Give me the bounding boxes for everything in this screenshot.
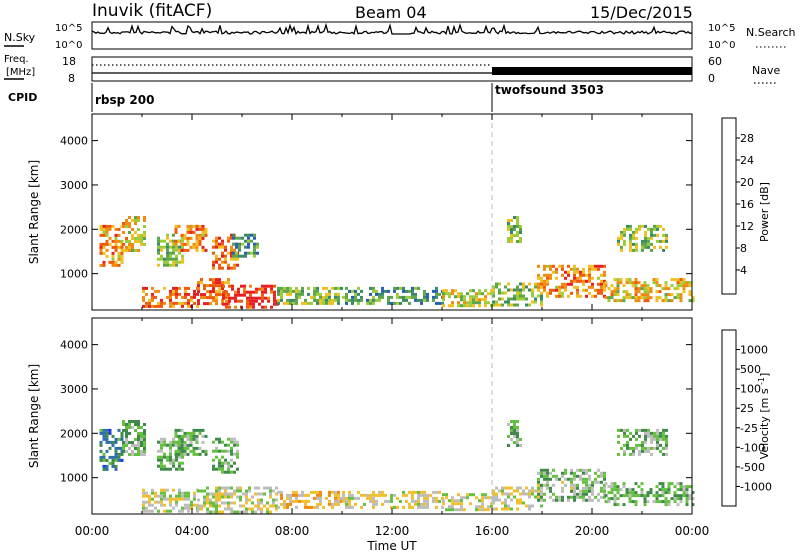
- power-region-13: [537, 264, 606, 298]
- nsky-tick-top-left: 10^5: [55, 23, 82, 34]
- xtick-label: 00:00: [75, 524, 110, 538]
- colorbar-tick-label: 28: [740, 132, 754, 145]
- colorbar-tick-label: 16: [740, 198, 754, 211]
- colorbar-tick-label: 1000: [740, 344, 768, 357]
- nsky-trace: [91, 22, 693, 36]
- velocity-region-11: [537, 468, 606, 502]
- power-region-8: [222, 284, 279, 309]
- freq-tick-top: 18: [62, 55, 76, 68]
- ytick-label: 2000: [60, 427, 88, 440]
- power-region-1: [122, 216, 146, 252]
- power-region-7: [197, 278, 230, 306]
- freq-label: Freq.: [4, 54, 29, 65]
- ytick-label: 3000: [60, 383, 88, 396]
- cpid-segment-1: rbsp 200: [95, 93, 154, 107]
- colorbar-tick-label: -500: [740, 461, 765, 474]
- station-title: Inuvik (fitACF): [92, 1, 212, 21]
- velocity-region-1: [122, 420, 146, 456]
- power-heatmap: [99, 216, 695, 309]
- velocity-colorbar-label: Velocity [m s -1]: [757, 373, 772, 460]
- power-region-12: [492, 282, 543, 307]
- power-ylabel: Slant Range [km]: [27, 160, 41, 264]
- nave-tick-top: 60: [708, 55, 722, 68]
- colorbar-tick-label: -100: [740, 441, 765, 454]
- xtick-label: 00:00: [675, 524, 710, 538]
- colorbar-tick-label: -1000: [740, 480, 772, 493]
- power-region-6: [142, 286, 199, 308]
- nsky-tick-bottom-right: 10^0: [708, 40, 735, 51]
- velocity-region-6: [197, 486, 278, 514]
- nave-trace-2: [492, 67, 692, 75]
- xtick-label: 08:00: [275, 524, 310, 538]
- power-colorbar-label: Power [dB]: [758, 182, 771, 242]
- velocity-region-9: [442, 493, 493, 512]
- ytick-label: 1000: [60, 472, 88, 485]
- power-region-16: [507, 216, 522, 243]
- colorbar-tick-label: 4: [740, 264, 747, 277]
- date-title: 15/Dec/2015: [590, 3, 693, 22]
- ytick-label: 4000: [60, 339, 88, 352]
- colorbar-tick-label: 8: [740, 242, 747, 255]
- power-region-2: [157, 233, 184, 267]
- velocity-region-14: [507, 420, 522, 447]
- nsky-tick-top-right: 10^5: [708, 23, 735, 34]
- xtick-label: 16:00: [475, 524, 510, 538]
- nsearch-label: N.Search: [746, 26, 796, 39]
- cpid-label: CPID: [8, 91, 37, 104]
- nave-label: Nave: [752, 64, 780, 77]
- velocity-region-4: [212, 437, 239, 474]
- beam-title: Beam 04: [355, 3, 427, 22]
- colorbar-tick-label: 12: [740, 220, 754, 233]
- velocity-panel: 1000 2000 3000 4000: [60, 317, 695, 515]
- nave-tick-bottom: 0: [708, 72, 715, 85]
- power-region-3: [174, 224, 208, 252]
- xtick-label: 12:00: [375, 524, 410, 538]
- colorbar-tick-label: 500: [740, 363, 761, 376]
- power-region-15: [617, 224, 668, 252]
- freq-unit-label: [MHz]: [6, 67, 35, 78]
- ytick-label: 2000: [60, 223, 88, 236]
- velocity-region-0: [99, 428, 124, 471]
- velocity-region-5: [142, 488, 199, 513]
- power-region-0: [99, 224, 124, 267]
- power-region-9: [277, 286, 343, 305]
- power-panel: 1000 2000 3000 4000: [60, 113, 695, 311]
- velocity-colorbar: 1000 500 100 25 -25 -100 -500 -1000: [721, 329, 772, 507]
- velocity-region-10: [492, 486, 543, 511]
- ytick-label: 1000: [60, 268, 88, 281]
- power-colorbar: 4 8 12 16 20 24 28: [721, 117, 754, 295]
- velocity-region-8: [342, 490, 444, 509]
- velocity-region-7: [277, 490, 343, 509]
- nsky-tick-bottom-left: 10^0: [55, 40, 82, 51]
- colorbar-tick-label: 25: [740, 402, 754, 415]
- cpid-segment-2: twofsound 3503: [495, 83, 604, 97]
- nsky-label: N.Sky: [4, 31, 36, 44]
- nsky-panel: [91, 21, 693, 50]
- colorbar-tick-label: -25: [740, 422, 758, 435]
- velocity-panel-frame: [91, 317, 693, 515]
- xtick-label: 04:00: [175, 524, 210, 538]
- power-region-5: [232, 233, 259, 258]
- velocity-region-3: [174, 428, 208, 456]
- xtick-label: 20:00: [575, 524, 610, 538]
- velocity-ylabel: Slant Range [km]: [27, 364, 41, 468]
- x-axis-label: Time UT: [366, 539, 417, 553]
- colorbar-tick-label: 24: [740, 154, 754, 167]
- ytick-label: 3000: [60, 179, 88, 192]
- colorbar-tick-label: 100: [740, 383, 761, 396]
- velocity-region-12: [604, 482, 695, 507]
- power-region-10: [342, 286, 444, 305]
- power-region-14: [604, 278, 695, 303]
- colorbar-tick-label: 20: [740, 176, 754, 189]
- power-region-11: [442, 289, 493, 308]
- freq-tick-bottom: 8: [68, 72, 75, 85]
- velocity-heatmap: [99, 420, 695, 514]
- ytick-label: 4000: [60, 135, 88, 148]
- velocity-region-13: [617, 428, 668, 456]
